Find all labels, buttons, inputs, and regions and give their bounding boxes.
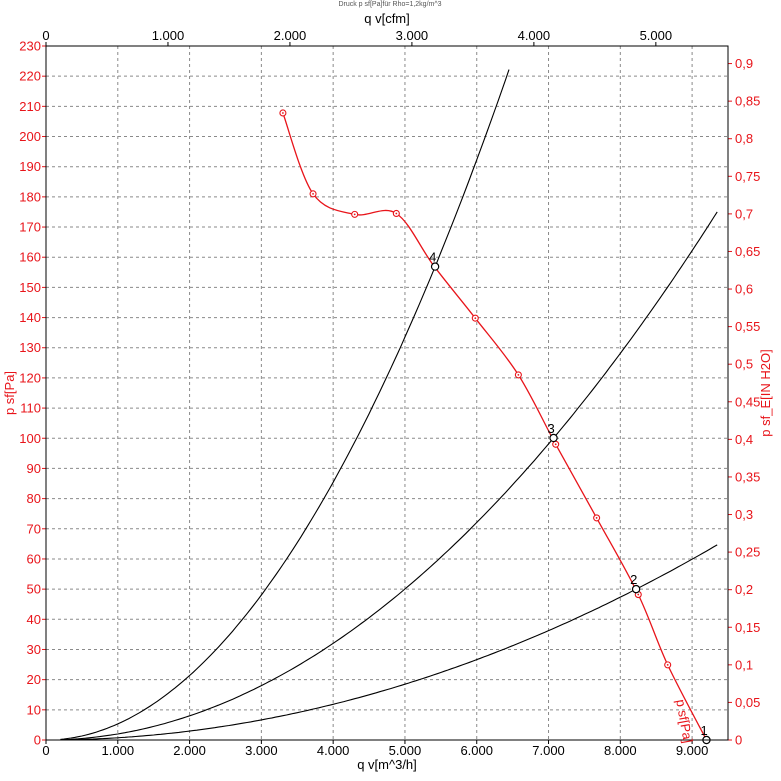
operating-point-label: 3 (548, 421, 555, 436)
x-tick-label: 9.000 (676, 743, 709, 758)
system-curve (60, 69, 510, 740)
y-tick-label: 50 (27, 582, 41, 597)
operating-point-label: 1 (700, 723, 707, 738)
y-tick-label: 210 (19, 99, 41, 114)
x-tick-label: 6.000 (460, 743, 493, 758)
fan-curve-point-dot (595, 517, 598, 519)
fan-curve-point-dot (474, 317, 477, 320)
operating-point-label: 4 (429, 250, 436, 265)
x-axis-label: q v[m^3/h] (357, 757, 417, 772)
system-curve (60, 211, 718, 741)
y2-tick-label: 0,25 (735, 545, 760, 560)
system-curve (60, 544, 718, 741)
operating-point-label: 2 (630, 572, 637, 587)
fan-curve-point-dot (282, 112, 284, 114)
x2-tick-label: 1.000 (152, 28, 185, 43)
y2-tick-label: 0,75 (735, 169, 760, 184)
x2-axis-ticks: 0 1.000 2.000 3.000 4.000 5.000 (42, 28, 672, 46)
x-tick-label: 2.000 (173, 743, 206, 758)
y-tick-label: 140 (19, 310, 41, 325)
x-tick-label: 0 (42, 743, 49, 758)
x2-tick-label: 4.000 (518, 28, 551, 43)
y-tick-label: 160 (19, 250, 41, 265)
y-tick-label: 60 (27, 551, 41, 566)
grid-layer (46, 46, 728, 740)
y2-tick-label: 0,6 (735, 282, 753, 297)
y-tick-label: 70 (27, 521, 41, 536)
y-tick-label: 130 (19, 340, 41, 355)
y2-tick-label: 0,45 (735, 394, 760, 409)
fan-curve-point-dot (637, 593, 640, 596)
y2-tick-label: 0,2 (735, 582, 753, 597)
x2-axis-label: q v[cfm] (364, 11, 410, 26)
x-tick-label: 8.000 (604, 743, 637, 758)
y-axis-label: p sf[Pa] (2, 371, 17, 415)
x-tick-label: 1.000 (102, 743, 135, 758)
y2-tick-label: 0,15 (735, 620, 760, 635)
y2-tick-label: 0,35 (735, 469, 760, 484)
y2-tick-label: 0,1 (735, 657, 753, 672)
y2-tick-label: 0,55 (735, 319, 760, 334)
fan-curve-label: p sf[Pa] (673, 698, 695, 744)
y2-tick-label: 0,85 (735, 94, 760, 109)
y2-tick-label: 0,5 (735, 357, 753, 372)
fan-curve-layer (279, 109, 708, 741)
y-tick-label: 170 (19, 220, 41, 235)
x2-tick-label: 2.000 (274, 28, 307, 43)
fan-curve-point-dot (554, 443, 557, 446)
y-tick-label: 30 (27, 642, 41, 657)
fan-curve-point-dot (517, 373, 520, 376)
x-tick-label: 5.000 (389, 743, 422, 758)
x-axis-ticks: 0 1.000 2.000 3.000 4.000 5.000 6.000 7.000 8.00… (42, 740, 708, 758)
y-tick-label: 150 (19, 280, 41, 295)
y2-tick-label: 0,8 (735, 131, 753, 146)
y2-tick-label: 0,9 (735, 56, 753, 71)
y2-axis-ticks: 0 0,05 0,1 0,15 0,2 0,25 0,3 0,35 0,4 0,45 0,5 0,55… (728, 56, 760, 748)
y-tick-label: 110 (20, 401, 41, 416)
fan-curve (282, 112, 708, 741)
y-tick-label: 120 (19, 370, 41, 385)
y-tick-label: 0 (34, 733, 41, 748)
x-tick-label: 4.000 (317, 743, 350, 758)
y2-tick-label: 0,7 (735, 206, 753, 221)
y-tick-label: 200 (19, 129, 41, 144)
y2-axis-label: p sf_E[IN H2O] (758, 349, 773, 436)
y2-tick-label: 0,05 (735, 695, 760, 710)
y-tick-label: 20 (27, 672, 41, 687)
operating-point-marker (549, 433, 558, 443)
y2-tick-label: 0,3 (735, 507, 753, 522)
fan-curve-point-dot (312, 192, 314, 195)
y-tick-label: 180 (19, 189, 41, 204)
fan-curve-point-dot (666, 663, 669, 666)
operating-point-marker (430, 262, 440, 271)
system-curves (60, 69, 718, 741)
x-tick-label: 3.000 (245, 743, 278, 758)
x-tick-label: 7.000 (532, 743, 565, 758)
y2-tick-label: 0,65 (735, 244, 760, 259)
x2-tick-label: 5.000 (640, 28, 673, 43)
y-tick-label: 10 (27, 702, 41, 717)
x2-tick-label: 3.000 (396, 28, 429, 43)
y2-tick-label: 0 (735, 733, 742, 748)
y2-tick-label: 0,4 (735, 432, 753, 447)
y-tick-label: 90 (27, 461, 41, 476)
fan-curve-point-dot (395, 212, 398, 215)
x2-tick-label: 0 (42, 28, 49, 43)
y-tick-label: 230 (19, 39, 41, 54)
y-tick-label: 100 (19, 431, 41, 446)
operating-point-marker (631, 584, 641, 594)
y-tick-label: 40 (27, 612, 41, 627)
y-axis-ticks: 0 10 20 30 40 50 60 70 80 90 100 110 120 130 140 150 160… (19, 39, 46, 748)
operating-points: 1 2 3 4 (429, 250, 711, 745)
chart-title: Druck p sf[Pa]für Rho=1,2kg/m^3 (338, 1, 441, 8)
y-tick-label: 220 (19, 69, 41, 84)
plot-frame (45, 45, 729, 741)
fan-curve-point-dot (353, 213, 356, 216)
y-tick-label: 80 (27, 491, 41, 506)
y-tick-label: 190 (19, 159, 41, 174)
